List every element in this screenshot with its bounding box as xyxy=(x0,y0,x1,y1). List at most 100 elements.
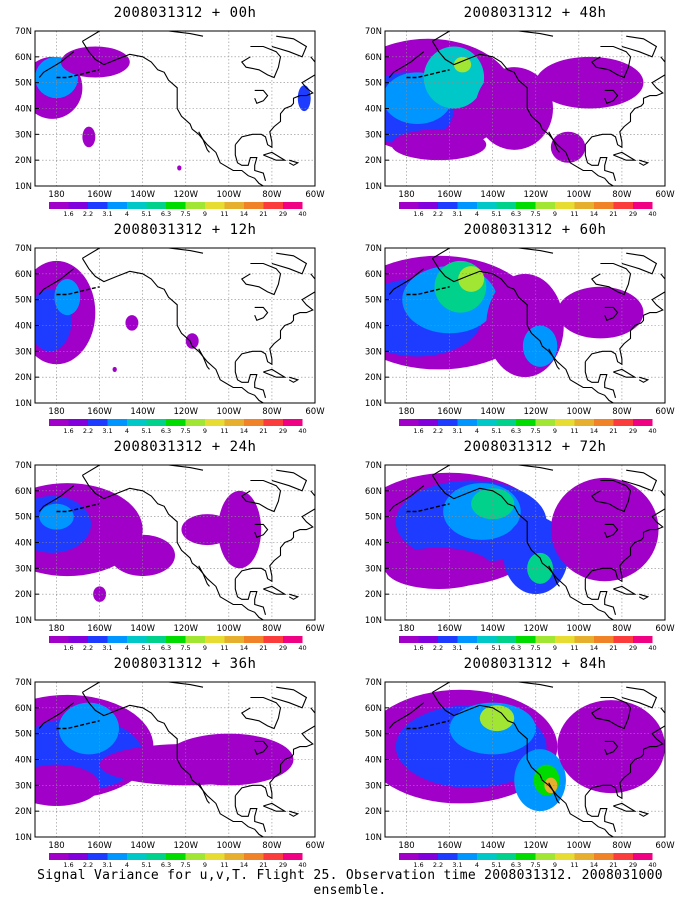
colorbar-label: 3.1 xyxy=(452,861,462,869)
variance-contour xyxy=(60,46,130,78)
coastline xyxy=(388,465,665,620)
coastline xyxy=(38,248,315,403)
lon-tick-label: 160W xyxy=(87,841,112,851)
colorbar-label: 2.2 xyxy=(433,861,443,869)
colorbar-label: 5.1 xyxy=(491,427,501,435)
lat-tick-label: 10N xyxy=(15,616,32,626)
colorbar-swatch xyxy=(399,636,419,643)
lat-tick-label: 70N xyxy=(15,27,32,37)
colorbar-swatch xyxy=(613,636,633,643)
lat-tick-label: 50N xyxy=(365,296,382,306)
colorbar-swatch xyxy=(88,202,108,209)
colorbar-label: 14 xyxy=(240,210,248,218)
lon-tick-label: 160W xyxy=(87,190,112,200)
colorbar-swatch xyxy=(283,419,303,426)
lon-tick-label: 140W xyxy=(130,190,155,200)
colorbar-swatch xyxy=(88,419,108,426)
colorbar-label: 40 xyxy=(298,644,306,652)
colorbar-swatch xyxy=(574,636,594,643)
colorbar-swatch xyxy=(496,853,516,860)
colorbar-label: 3.1 xyxy=(102,644,112,652)
colorbar-swatch xyxy=(457,202,477,209)
colorbar-swatch xyxy=(555,419,575,426)
colorbar-swatch xyxy=(263,636,283,643)
lon-tick-label: 60W xyxy=(305,407,325,417)
lat-tick-label: 10N xyxy=(15,833,32,843)
lon-tick-label: 180 xyxy=(48,407,64,417)
colorbar-label: 5.1 xyxy=(491,644,501,652)
lat-tick-label: 40N xyxy=(365,322,382,332)
lon-tick-label: 120W xyxy=(523,841,548,851)
lat-tick-label: 30N xyxy=(365,347,382,357)
colorbar-swatch xyxy=(146,419,166,426)
lat-tick-label: 40N xyxy=(365,105,382,115)
lat-tick-label: 20N xyxy=(15,807,32,817)
colorbar-label: 14 xyxy=(590,861,598,869)
colorbar-swatch xyxy=(185,202,205,209)
colorbar-swatch xyxy=(477,853,497,860)
colorbar-label: 11 xyxy=(570,210,578,218)
variance-field xyxy=(35,46,311,171)
colorbar: 1.6 2.2 3.1 4 5.1 6.3 7.5 9 11 14 21 29 40 xyxy=(49,636,307,652)
lon-tick-label: 180 xyxy=(48,190,64,200)
lon-tick-label: 60W xyxy=(305,190,325,200)
lat-tick-label: 20N xyxy=(15,373,32,383)
colorbar-label: 14 xyxy=(240,861,248,869)
lat-tick-label: 30N xyxy=(365,564,382,574)
colorbar-label: 1.6 xyxy=(63,861,73,869)
lon-tick-label: 60W xyxy=(305,841,325,851)
colorbar-swatch xyxy=(594,636,614,643)
colorbar-label: 3.1 xyxy=(452,644,462,652)
colorbar-label: 29 xyxy=(279,210,287,218)
lat-tick-label: 20N xyxy=(15,590,32,600)
lat-tick-label: 60N xyxy=(365,704,382,714)
colorbar-label: 5.1 xyxy=(491,210,501,218)
gridlines xyxy=(385,682,665,837)
colorbar-swatch xyxy=(127,202,147,209)
colorbar-label: 11 xyxy=(220,861,228,869)
colorbar-label: 2.2 xyxy=(83,644,93,652)
lon-tick-label: 120W xyxy=(173,624,198,634)
colorbar-swatch xyxy=(555,853,575,860)
map-figure: 70N 60N 50N 40N 30N 20N 10N 180 160W 140W 120W 100W… xyxy=(365,244,675,435)
lon-tick-label: 80W xyxy=(262,624,282,634)
colorbar-label: 1.6 xyxy=(63,644,73,652)
colorbar-swatch xyxy=(516,636,536,643)
lon-tick-label: 180 xyxy=(48,624,64,634)
colorbar-label: 11 xyxy=(570,427,578,435)
colorbar-swatch xyxy=(438,636,458,643)
colorbar-swatch xyxy=(185,636,205,643)
colorbar-label: 9 xyxy=(553,644,557,652)
lat-tick-label: 60N xyxy=(15,487,32,497)
lon-tick-label: 80W xyxy=(612,841,632,851)
map-figure: 70N 60N 50N 40N 30N 20N 10N 180 160W 140W 120W 100W… xyxy=(365,27,675,218)
colorbar-swatch xyxy=(185,853,205,860)
lat-tick-label: 10N xyxy=(15,399,32,409)
colorbar-label: 40 xyxy=(648,210,656,218)
colorbar-swatch xyxy=(107,853,127,860)
colorbar-swatch xyxy=(477,419,497,426)
variance-contour xyxy=(125,315,139,331)
coastline xyxy=(38,682,315,837)
variance-contour xyxy=(550,477,659,582)
lat-tick-label: 40N xyxy=(15,322,32,332)
colorbar-label: 1.6 xyxy=(413,210,423,218)
lon-tick-label: 60W xyxy=(305,624,325,634)
colorbar-swatch xyxy=(205,636,225,643)
lon-tick-label: 80W xyxy=(262,190,282,200)
lon-tick-label: 120W xyxy=(173,407,198,417)
lon-tick-label: 160W xyxy=(437,624,462,634)
colorbar-label: 7.5 xyxy=(180,861,190,869)
colorbar-label: 2.2 xyxy=(433,644,443,652)
variance-contour xyxy=(391,129,487,161)
map-figure: 70N 60N 50N 40N 30N 20N 10N 180 160W 140W 120W 100W… xyxy=(365,461,675,652)
variance-field xyxy=(35,260,199,372)
colorbar-label: 40 xyxy=(648,861,656,869)
lat-tick-label: 70N xyxy=(15,461,32,471)
colorbar-swatch xyxy=(418,202,438,209)
colorbar-swatch xyxy=(283,202,303,209)
lat-tick-label: 70N xyxy=(15,244,32,254)
coastline xyxy=(388,31,665,186)
colorbar-label: 4 xyxy=(125,644,129,652)
colorbar-swatch xyxy=(418,419,438,426)
